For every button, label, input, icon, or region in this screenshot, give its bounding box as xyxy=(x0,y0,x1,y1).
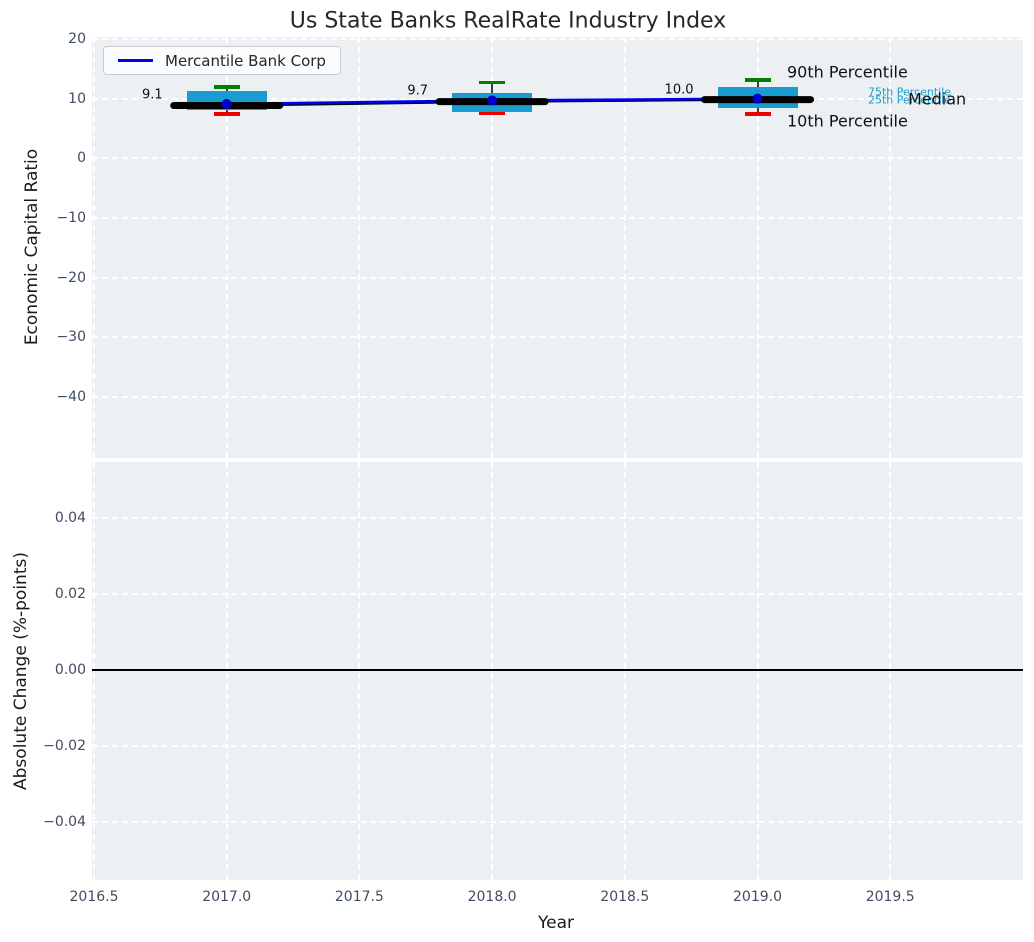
y-tick-label-bottom: −0.02 xyxy=(43,738,86,754)
chart-title: Us State Banks RealRate Industry Index xyxy=(289,8,727,34)
y-tick-label-top: −30 xyxy=(56,329,86,346)
y-tick-label-bottom: 0.02 xyxy=(54,586,86,602)
x-tick-label: 2016.5 xyxy=(69,889,119,905)
gridline-horizontal xyxy=(92,97,1023,100)
value-annotation: 10.0 xyxy=(664,82,694,98)
x-tick-label: 2017.5 xyxy=(334,889,384,905)
y-tick-label-top: 10 xyxy=(68,90,86,107)
gridline-horizontal xyxy=(92,276,1023,279)
y-tick-label-bottom: 0.00 xyxy=(54,662,86,678)
p90-cap xyxy=(213,85,240,89)
gridline-horizontal xyxy=(92,593,1023,595)
p10-cap xyxy=(744,112,771,116)
company-dot xyxy=(752,93,763,104)
gridline-horizontal xyxy=(92,395,1023,398)
p90-cap xyxy=(479,80,506,85)
gridline-horizontal xyxy=(92,821,1023,823)
legend-label: Mercantile Bank Corp xyxy=(165,51,326,70)
gridline-horizontal xyxy=(92,157,1023,160)
label-10th-percentile: 10th Percentile xyxy=(787,111,908,131)
y-tick-label-top: 0 xyxy=(77,150,86,167)
y-tick-label-top: −40 xyxy=(56,388,86,405)
gridline-horizontal xyxy=(92,745,1023,747)
gridline-horizontal xyxy=(92,216,1023,219)
label-median: Median xyxy=(908,89,967,109)
y-axis-title-top: Economic Capital Ratio xyxy=(22,148,42,346)
company-dot xyxy=(221,99,232,110)
zero-change-line xyxy=(92,668,1023,672)
gridline-vertical xyxy=(889,37,892,458)
value-annotation: 9.1 xyxy=(142,87,163,103)
label-75th-percentile: 75th Percentile xyxy=(868,85,952,99)
x-axis-title: Year xyxy=(538,913,574,933)
gridline-horizontal xyxy=(92,517,1023,519)
gridline-vertical xyxy=(623,37,626,458)
gridline-vertical xyxy=(93,37,95,458)
gridline-horizontal xyxy=(92,38,1023,41)
plot-bottom-absolute-change xyxy=(92,462,1023,880)
gridline-vertical xyxy=(358,37,361,458)
x-tick-label: 2019.5 xyxy=(865,889,915,905)
p10-cap xyxy=(213,112,240,116)
gridline-vertical xyxy=(756,37,759,458)
label-25th-percentile: 25th Percentile xyxy=(868,93,952,107)
y-axis-title-bottom: Absolute Change (%-points) xyxy=(11,552,31,790)
p90-cap xyxy=(744,78,771,82)
label-90th-percentile: 90th Percentile xyxy=(787,62,908,82)
top-panel-lines xyxy=(170,93,814,110)
gridline-vertical xyxy=(491,37,494,458)
x-tick-label: 2017.0 xyxy=(202,889,252,905)
y-tick-label-bottom: 0.04 xyxy=(54,510,86,526)
y-tick-label-top: −10 xyxy=(56,209,86,226)
gridline-vertical xyxy=(225,37,228,458)
y-tick-label-top: 20 xyxy=(68,31,86,48)
y-tick-label-top: −20 xyxy=(56,269,86,286)
legend-line-sample xyxy=(118,59,153,62)
p10-cap xyxy=(479,111,506,116)
y-tick-label-bottom: −0.04 xyxy=(43,814,86,830)
company-dot xyxy=(487,95,498,106)
x-tick-label: 2019.0 xyxy=(733,889,782,905)
x-tick-label: 2018.0 xyxy=(467,889,517,905)
legend: Mercantile Bank Corp xyxy=(103,46,341,75)
x-tick-label: 2018.5 xyxy=(600,889,650,905)
gridline-horizontal xyxy=(92,336,1023,339)
value-annotation: 9.7 xyxy=(407,83,429,99)
plot-top-economic-capital-ratio xyxy=(92,37,1023,458)
